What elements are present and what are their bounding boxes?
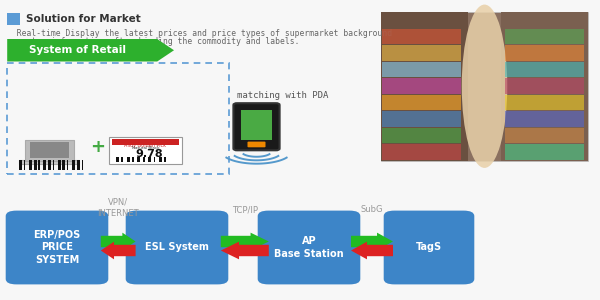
Text: Alloy Golden Pick: Alloy Golden Pick [125,142,167,148]
FancyArrow shape [221,242,269,259]
FancyBboxPatch shape [382,111,461,127]
FancyBboxPatch shape [19,160,22,169]
Polygon shape [7,39,174,62]
FancyBboxPatch shape [505,45,584,61]
Text: Natural Black: Natural Black [132,146,159,150]
FancyBboxPatch shape [505,111,584,127]
FancyArrow shape [351,242,393,259]
Polygon shape [381,12,468,161]
Text: AP
Base Station: AP Base Station [274,236,344,259]
Text: +: + [90,138,105,156]
Text: Real-time Display the latest prices and price types of supermarket background: Real-time Display the latest prices and … [7,28,392,38]
FancyBboxPatch shape [382,128,461,143]
Text: TCP/IP: TCP/IP [232,206,258,214]
FancyBboxPatch shape [248,142,266,147]
FancyArrow shape [221,233,269,250]
FancyBboxPatch shape [24,160,25,169]
FancyBboxPatch shape [137,157,140,162]
Text: ESL System: ESL System [145,242,209,253]
FancyBboxPatch shape [505,128,584,143]
FancyBboxPatch shape [5,211,109,284]
FancyBboxPatch shape [19,160,79,164]
FancyBboxPatch shape [258,211,360,284]
FancyBboxPatch shape [116,157,119,162]
FancyBboxPatch shape [127,157,130,162]
FancyBboxPatch shape [382,144,461,160]
FancyBboxPatch shape [164,157,166,162]
FancyBboxPatch shape [381,12,588,161]
FancyArrow shape [101,233,136,250]
FancyBboxPatch shape [154,157,155,162]
FancyBboxPatch shape [62,160,65,169]
Text: ERP/POS
PRICE
SYSTEM: ERP/POS PRICE SYSTEM [34,230,80,265]
FancyBboxPatch shape [143,157,145,162]
FancyBboxPatch shape [241,110,272,140]
Text: system information after binding the commodity and labels.: system information after binding the com… [7,37,300,46]
FancyArrow shape [101,242,136,259]
Text: TagS: TagS [416,242,442,253]
FancyBboxPatch shape [382,29,461,44]
FancyBboxPatch shape [148,157,151,162]
FancyBboxPatch shape [53,160,54,169]
FancyBboxPatch shape [505,78,584,94]
FancyBboxPatch shape [126,211,229,284]
FancyBboxPatch shape [505,144,584,160]
Text: 9.78: 9.78 [135,149,163,159]
FancyBboxPatch shape [38,160,40,169]
FancyBboxPatch shape [30,142,69,158]
FancyBboxPatch shape [67,160,68,169]
FancyBboxPatch shape [132,157,134,162]
FancyBboxPatch shape [48,160,51,169]
Text: System of Retail: System of Retail [29,45,126,55]
FancyBboxPatch shape [505,95,584,110]
FancyBboxPatch shape [29,160,32,169]
Text: Solution for Market: Solution for Market [26,14,141,24]
FancyBboxPatch shape [382,95,461,110]
FancyBboxPatch shape [382,45,461,61]
FancyBboxPatch shape [34,160,37,169]
FancyBboxPatch shape [382,62,461,77]
FancyBboxPatch shape [7,13,20,25]
FancyBboxPatch shape [382,78,461,94]
FancyBboxPatch shape [77,160,80,169]
Text: VPN/
INTERNET: VPN/ INTERNET [97,197,139,218]
Polygon shape [501,12,588,161]
Ellipse shape [462,4,507,168]
FancyBboxPatch shape [233,103,280,150]
Text: SubG: SubG [361,206,383,214]
FancyArrow shape [351,233,393,250]
FancyBboxPatch shape [82,160,83,169]
FancyBboxPatch shape [43,160,46,169]
FancyBboxPatch shape [112,139,179,145]
FancyBboxPatch shape [109,137,182,164]
FancyBboxPatch shape [384,211,475,284]
FancyBboxPatch shape [72,160,75,169]
FancyBboxPatch shape [505,29,584,44]
FancyBboxPatch shape [25,140,74,161]
Text: matching with PDA: matching with PDA [237,92,328,100]
FancyBboxPatch shape [505,62,584,77]
FancyBboxPatch shape [121,157,123,162]
FancyBboxPatch shape [58,160,61,169]
FancyBboxPatch shape [159,157,162,162]
